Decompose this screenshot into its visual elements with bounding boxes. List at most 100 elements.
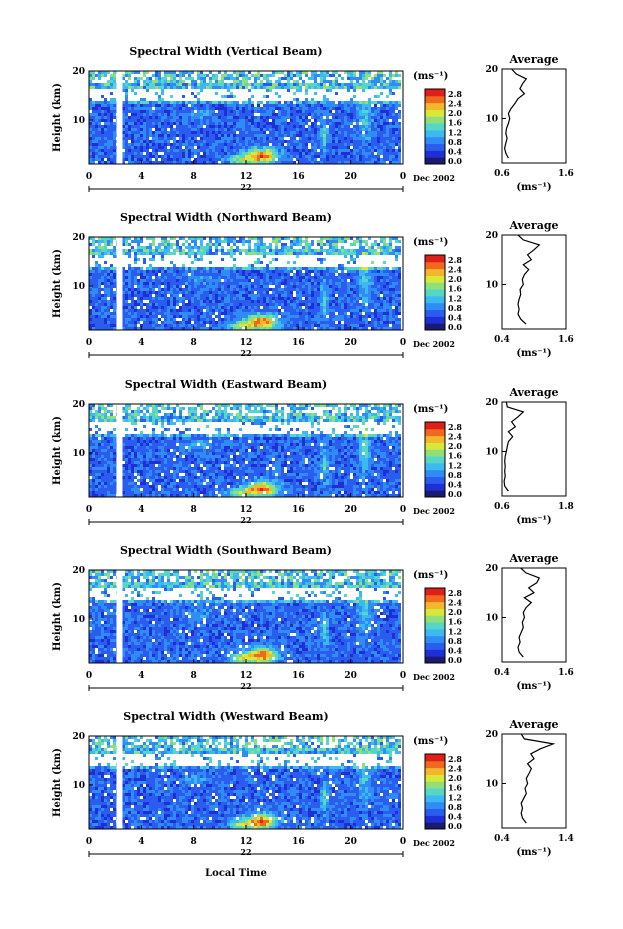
heatmap-cell — [311, 315, 314, 318]
heatmap-cell — [149, 288, 152, 291]
heatmap-cell — [215, 134, 218, 137]
heatmap-cell — [269, 80, 272, 83]
heatmap-cell — [131, 155, 134, 158]
heatmap-cell — [389, 131, 392, 134]
heatmap-cell — [98, 240, 101, 243]
heatmap-cell — [194, 137, 197, 140]
heatmap-cell — [197, 113, 200, 116]
heatmap-cell — [200, 128, 203, 131]
heatmap-cell — [173, 71, 176, 74]
heatmap-cell — [149, 83, 152, 86]
heatmap-cell — [236, 143, 239, 146]
heatmap-cell — [203, 288, 206, 291]
heatmap-cell — [170, 113, 173, 116]
heatmap-cell — [194, 303, 197, 306]
heatmap-cell — [311, 122, 314, 125]
heatmap-cell — [266, 282, 269, 285]
heatmap-cell — [311, 77, 314, 80]
heatmap-cell — [131, 140, 134, 143]
heatmap-cell — [134, 273, 137, 276]
heatmap-cell — [335, 161, 338, 164]
heatmap-cell — [314, 312, 317, 315]
heatmap-cell — [362, 125, 365, 128]
heatmap-cell — [224, 285, 227, 288]
heatmap-cell — [350, 249, 353, 252]
heatmap-cell — [137, 116, 140, 119]
heatmap-cell — [383, 249, 386, 252]
heatmap-cell — [284, 276, 287, 279]
heatmap-cell — [242, 155, 245, 158]
heatmap-cell — [398, 104, 401, 107]
heatmap-cell — [305, 300, 308, 303]
heatmap-cell — [251, 107, 254, 110]
heatmap-cell — [395, 140, 398, 143]
heatmap-cell — [206, 273, 209, 276]
heatmap-cell — [104, 285, 107, 288]
heatmap-cell — [395, 128, 398, 131]
heatmap-cell — [398, 246, 401, 249]
heatmap-cell — [257, 86, 260, 89]
heatmap-cell — [290, 113, 293, 116]
heatmap-cell — [113, 146, 116, 149]
heatmap-cell — [314, 297, 317, 300]
heatmap-cell — [161, 158, 164, 161]
heatmap-cell — [359, 303, 362, 306]
heatmap-cell — [248, 315, 251, 318]
heatmap-cell — [365, 107, 368, 110]
heatmap-cell — [287, 149, 290, 152]
heatmap-cell — [356, 158, 359, 161]
heatmap-cell — [329, 279, 332, 282]
heatmap-cell — [353, 288, 356, 291]
heatmap-cell — [323, 306, 326, 309]
heatmap-cell — [287, 300, 290, 303]
heatmap-cell — [254, 276, 257, 279]
heatmap-cell — [320, 80, 323, 83]
heatmap-cell — [251, 113, 254, 116]
heatmap-cell — [137, 104, 140, 107]
heatmap-cell — [131, 137, 134, 140]
heatmap-cell — [350, 122, 353, 125]
heatmap-cell — [98, 264, 101, 267]
heatmap-cell — [179, 246, 182, 249]
heatmap-cell — [347, 134, 350, 137]
heatmap-cell — [353, 270, 356, 273]
heatmap-cell — [284, 122, 287, 125]
heatmap-cell — [137, 158, 140, 161]
heatmap-cell — [290, 158, 293, 161]
heatmap-cell — [221, 249, 224, 252]
heatmap-cell — [341, 315, 344, 318]
heatmap-cell — [266, 80, 269, 83]
heatmap-cell — [266, 74, 269, 77]
heatmap-cell — [323, 297, 326, 300]
heatmap-cell — [326, 146, 329, 149]
heatmap-cell — [329, 74, 332, 77]
heatmap-cell — [224, 107, 227, 110]
heatmap-cell — [287, 89, 290, 92]
heatmap-cell — [149, 285, 152, 288]
heatmap-cell — [155, 140, 158, 143]
heatmap-cell — [389, 285, 392, 288]
heatmap-cell — [344, 119, 347, 122]
heatmap-cell — [251, 300, 254, 303]
heatmap-cell — [332, 140, 335, 143]
heatmap-cell — [272, 149, 275, 152]
heatmap-cell — [287, 80, 290, 83]
heatmap-cell — [131, 122, 134, 125]
heatmap-cell — [392, 107, 395, 110]
heatmap-cell — [125, 95, 128, 98]
heatmap-cell — [248, 252, 251, 255]
heatmap-cell — [245, 86, 248, 89]
heatmap-cell — [344, 104, 347, 107]
heatmap-cell — [380, 83, 383, 86]
heatmap-cell — [299, 140, 302, 143]
heatmap-cell — [164, 116, 167, 119]
heatmap-cell — [230, 300, 233, 303]
heatmap-cell — [329, 113, 332, 116]
heatmap-cell — [143, 137, 146, 140]
heatmap-cell — [323, 86, 326, 89]
heatmap-cell — [371, 80, 374, 83]
heatmap-cell — [317, 137, 320, 140]
heatmap-cell — [323, 270, 326, 273]
heatmap-cell — [377, 140, 380, 143]
heatmap-cell — [275, 300, 278, 303]
